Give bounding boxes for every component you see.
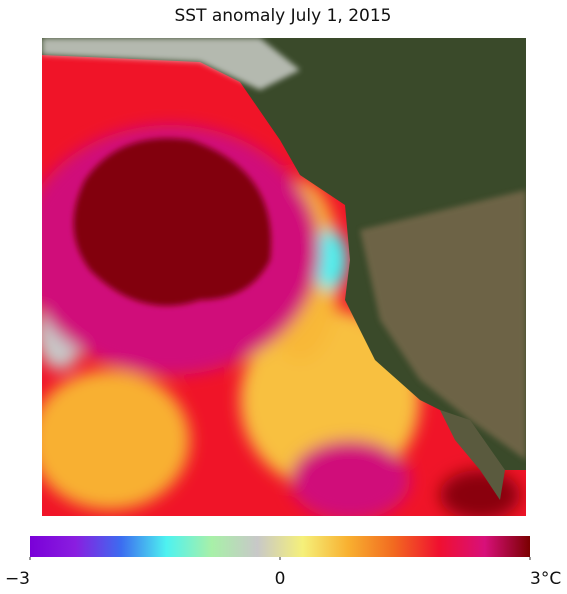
colorbar-tick-label: 0 — [275, 569, 286, 589]
colorbar — [30, 536, 530, 557]
snow — [42, 38, 300, 90]
warm-core — [73, 138, 271, 306]
title: SST anomaly July 1, 2015 — [175, 6, 392, 26]
land — [42, 38, 526, 470]
colorbar-tick-label: −3 — [5, 569, 30, 589]
baja — [440, 410, 505, 500]
desert — [360, 190, 526, 460]
colorbar-tick-label: 3°C — [530, 569, 561, 589]
map — [42, 38, 526, 516]
